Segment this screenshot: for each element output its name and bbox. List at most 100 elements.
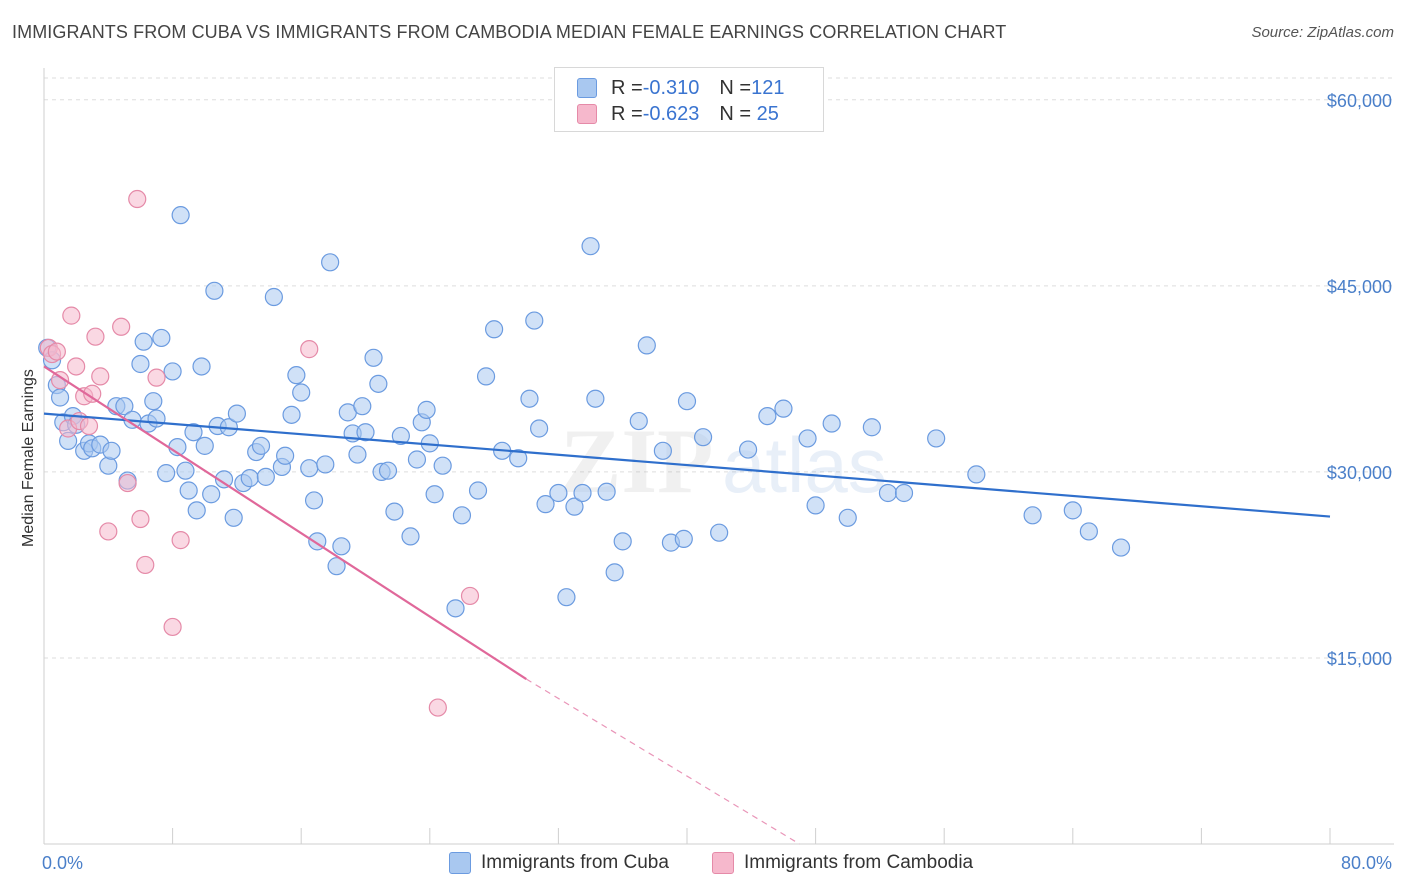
bottom-legend-cuba: Immigrants from Cuba [449,852,669,874]
legend-r-value: -0.623 [642,102,700,125]
cuba-point [838,508,857,527]
cuba-point [282,405,301,424]
cuba-point [251,436,271,455]
cuba-point [300,459,319,478]
cambodia-point [118,473,137,493]
y-tick-label: $15,000 [1327,649,1392,669]
series-cambodia-points [39,189,480,717]
cuba-point [520,389,539,408]
tick-labels: $15,000 $30,000 $45,000 $60,000 0.0% 80.0% [42,91,1392,873]
cuba-point [1111,538,1131,557]
cuba-point [356,423,375,442]
cambodia-point [136,555,155,575]
grid-lines [44,77,1394,659]
source-label: Source: ZipAtlas.com [1251,24,1394,41]
y-tick-label: $45,000 [1327,277,1392,297]
cuba-point [276,446,295,465]
legend-n-value: 121 [751,76,785,99]
cuba-point [417,400,436,419]
cuba-point [205,281,224,300]
cuba-point [536,495,555,514]
cambodia-point [428,698,447,717]
cuba-point [287,366,306,385]
bottom-legend-label-cambodia: Immigrants from Cambodia [744,852,974,873]
cambodia-point [99,522,118,541]
cambodia-point [147,368,166,387]
cuba-point [862,418,881,437]
legend-n-label: N = [719,76,752,99]
cuba-point [613,532,632,551]
cuba-point [202,485,221,504]
cuba-point [157,464,176,483]
cuba-point [557,588,576,607]
cuba-point [152,328,171,348]
cambodia-point [163,617,182,637]
cuba-point [407,450,427,469]
cambodia-point [67,357,86,376]
trend-lines [43,365,1331,845]
cuba-point [378,461,398,480]
legend-r-value: -0.310 [642,76,700,99]
bottom-legend-swatch-cambodia [712,852,734,874]
cuba-point [425,485,444,504]
cuba-point [452,506,472,525]
cuba-point [476,367,496,386]
cuba-point [894,483,914,503]
cambodia-point [171,531,190,550]
cambodia-point [300,340,319,359]
cuba-point [348,445,367,464]
cambodia-point [47,342,66,361]
cuba-point [446,599,465,618]
cuba-point [530,419,549,438]
cuba-point [565,497,584,516]
cambodia-point [79,416,99,436]
cuba-point [256,467,275,486]
cuba-point [292,383,311,402]
x-tick-label-min: 0.0% [42,853,83,873]
cuba-point [321,253,340,272]
cuba-point [433,456,452,475]
correlation-legend: R = -0.310 N = 121 R = -0.623 N = 25 [554,67,824,132]
cuba-point [629,411,648,431]
cuba-point [581,237,600,256]
cuba-point [327,557,346,576]
cuba-point [214,470,234,489]
cuba-point [102,441,121,460]
cuba-point [637,336,656,355]
cuba-point [385,502,404,521]
cuba-point [176,461,195,480]
cambodia-point [91,367,110,386]
cuba-point [468,481,488,500]
chart-title: IMMIGRANTS FROM CUBA VS IMMIGRANTS FROM … [12,22,1007,42]
cuba-point [264,287,283,307]
cuba-point [224,508,243,527]
cuba-point [693,428,713,447]
cuba-point [798,429,817,448]
cuba-point [316,455,335,474]
cuba-point [677,392,697,411]
cuba-point [144,392,163,411]
cuba-point [878,483,898,503]
legend-row-cambodia: R = -0.623 N = 25 [577,101,779,127]
cuba-point [179,481,198,500]
cuba-point [353,397,372,416]
cambodia-point [50,371,70,390]
cuba-point [710,523,729,542]
bottom-legend-swatch-cuba [449,852,471,874]
cuba-point [171,206,190,225]
cuba-point [115,397,134,416]
trend-line-cuba [43,412,1331,518]
watermark: ZIP atlas [560,410,887,512]
axes [43,68,1394,845]
cuba-point [927,429,946,448]
cuba-point [401,527,420,546]
cuba-point [227,404,246,423]
cambodia-point [460,586,480,606]
cuba-point [187,501,206,520]
cambodia-point [112,317,131,336]
legend-n-value: 25 [751,102,779,125]
cuba-point [240,469,259,488]
cuba-point [509,449,528,468]
cuba-point [822,414,841,433]
